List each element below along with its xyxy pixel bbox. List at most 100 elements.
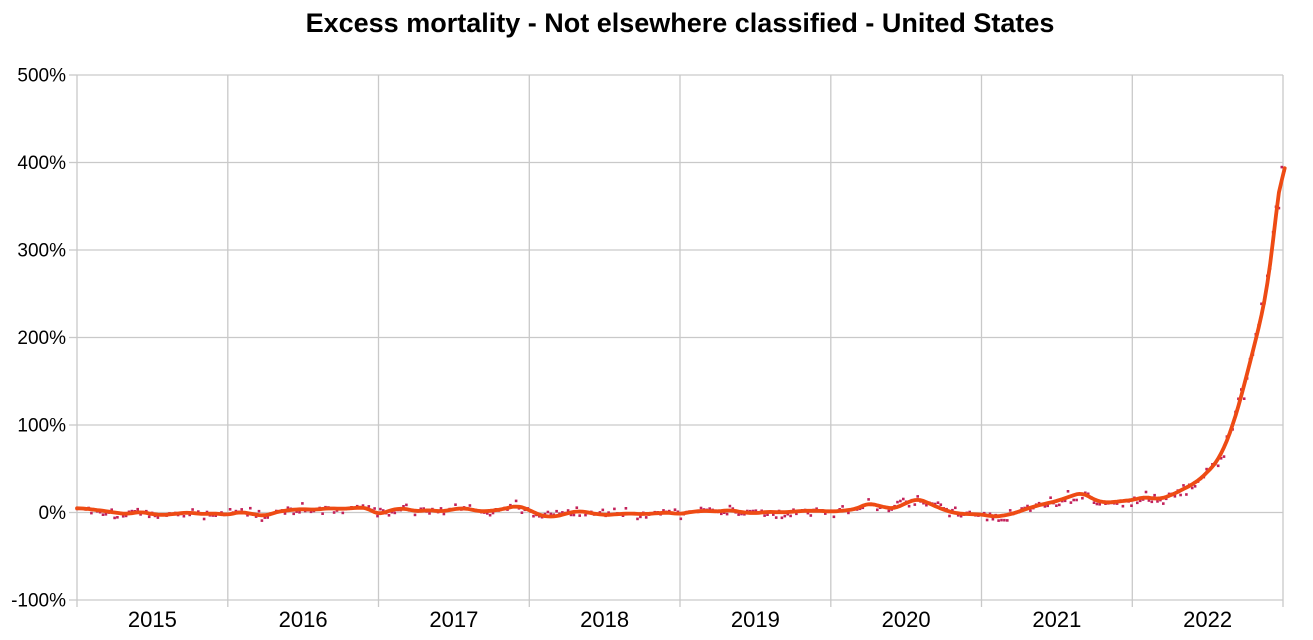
data-point xyxy=(636,517,639,521)
data-point xyxy=(104,513,108,516)
chart-title: Excess mortality - Not elsewhere classif… xyxy=(305,8,1055,38)
data-point xyxy=(321,512,324,515)
data-point xyxy=(292,512,295,516)
data-point xyxy=(720,512,723,516)
weekly-data-points xyxy=(75,165,1286,522)
data-point xyxy=(1205,467,1208,471)
data-point xyxy=(956,514,960,517)
data-point xyxy=(309,510,313,514)
data-point xyxy=(555,509,558,513)
data-point xyxy=(639,515,642,519)
data-point xyxy=(968,510,971,514)
data-point xyxy=(572,513,576,517)
data-point xyxy=(147,515,151,519)
data-point xyxy=(156,516,160,519)
data-point xyxy=(1179,493,1182,497)
data-point xyxy=(575,506,579,509)
data-point xyxy=(532,514,535,518)
x-tick-label: 2020 xyxy=(882,607,931,632)
data-point xyxy=(381,509,385,512)
data-point xyxy=(1136,501,1139,505)
data-point xyxy=(1095,502,1099,506)
data-point xyxy=(985,518,989,522)
data-point xyxy=(607,511,610,514)
data-point xyxy=(428,512,431,515)
data-point xyxy=(1144,490,1148,494)
data-point xyxy=(286,506,290,509)
data-point xyxy=(569,513,573,517)
data-point xyxy=(191,508,194,511)
data-point xyxy=(1008,509,1012,512)
y-tick-label: 400% xyxy=(17,153,66,174)
data-point xyxy=(1086,492,1090,496)
data-point xyxy=(1162,502,1165,505)
data-point xyxy=(266,516,269,519)
data-point xyxy=(959,514,963,518)
data-point xyxy=(832,515,836,519)
data-point xyxy=(561,511,564,514)
data-point xyxy=(1075,498,1078,502)
data-point xyxy=(1222,455,1226,458)
data-point xyxy=(1280,165,1284,169)
data-point xyxy=(188,513,191,517)
data-point xyxy=(679,517,683,521)
data-point xyxy=(1193,485,1197,488)
data-point xyxy=(486,512,489,515)
data-point xyxy=(468,504,472,507)
data-point xyxy=(613,507,616,511)
data-point xyxy=(139,513,142,516)
data-point xyxy=(662,509,665,512)
data-point xyxy=(786,512,789,516)
data-point xyxy=(341,511,345,515)
data-point xyxy=(301,502,304,505)
data-point xyxy=(379,507,382,511)
y-tick-label: 100% xyxy=(17,416,66,437)
data-point xyxy=(925,503,928,507)
data-point xyxy=(867,498,870,501)
data-point xyxy=(578,514,581,517)
data-point xyxy=(1219,457,1223,460)
data-point xyxy=(933,502,937,506)
data-point xyxy=(214,514,217,517)
data-point xyxy=(902,497,905,501)
data-point xyxy=(332,511,336,514)
data-point xyxy=(249,506,252,510)
data-point xyxy=(1003,518,1006,522)
data-point xyxy=(806,511,810,515)
data-point xyxy=(413,513,417,517)
data-point xyxy=(419,507,423,511)
data-point xyxy=(509,503,512,507)
data-point xyxy=(584,513,587,517)
data-point xyxy=(907,504,911,508)
data-point xyxy=(566,509,570,512)
x-tick-label: 2015 xyxy=(128,607,177,632)
data-point xyxy=(90,511,93,515)
data-point xyxy=(298,511,301,514)
data-point xyxy=(454,503,457,506)
data-point xyxy=(737,513,740,516)
data-point xyxy=(543,512,547,516)
data-point xyxy=(387,514,391,517)
data-point xyxy=(130,509,134,513)
data-point xyxy=(1049,496,1052,499)
data-point xyxy=(136,507,139,511)
data-point xyxy=(861,506,865,510)
x-tick-label: 2021 xyxy=(1032,607,1081,632)
gridlines-vertical xyxy=(76,75,1284,607)
data-point xyxy=(991,517,995,521)
x-axis-tick-labels: 2015 2016 2017 2018 2019 2020 2021 2022 xyxy=(128,607,1232,632)
y-tick-label: 0% xyxy=(39,503,67,524)
data-point xyxy=(402,505,405,508)
data-point xyxy=(257,509,261,513)
data-point xyxy=(197,510,200,513)
data-point xyxy=(774,516,778,519)
data-point xyxy=(1190,486,1194,490)
data-point xyxy=(491,511,495,515)
y-tick-label: 500% xyxy=(17,66,66,87)
data-point xyxy=(101,513,105,516)
data-point xyxy=(948,514,951,518)
data-point xyxy=(393,511,397,515)
data-point xyxy=(1029,509,1032,512)
